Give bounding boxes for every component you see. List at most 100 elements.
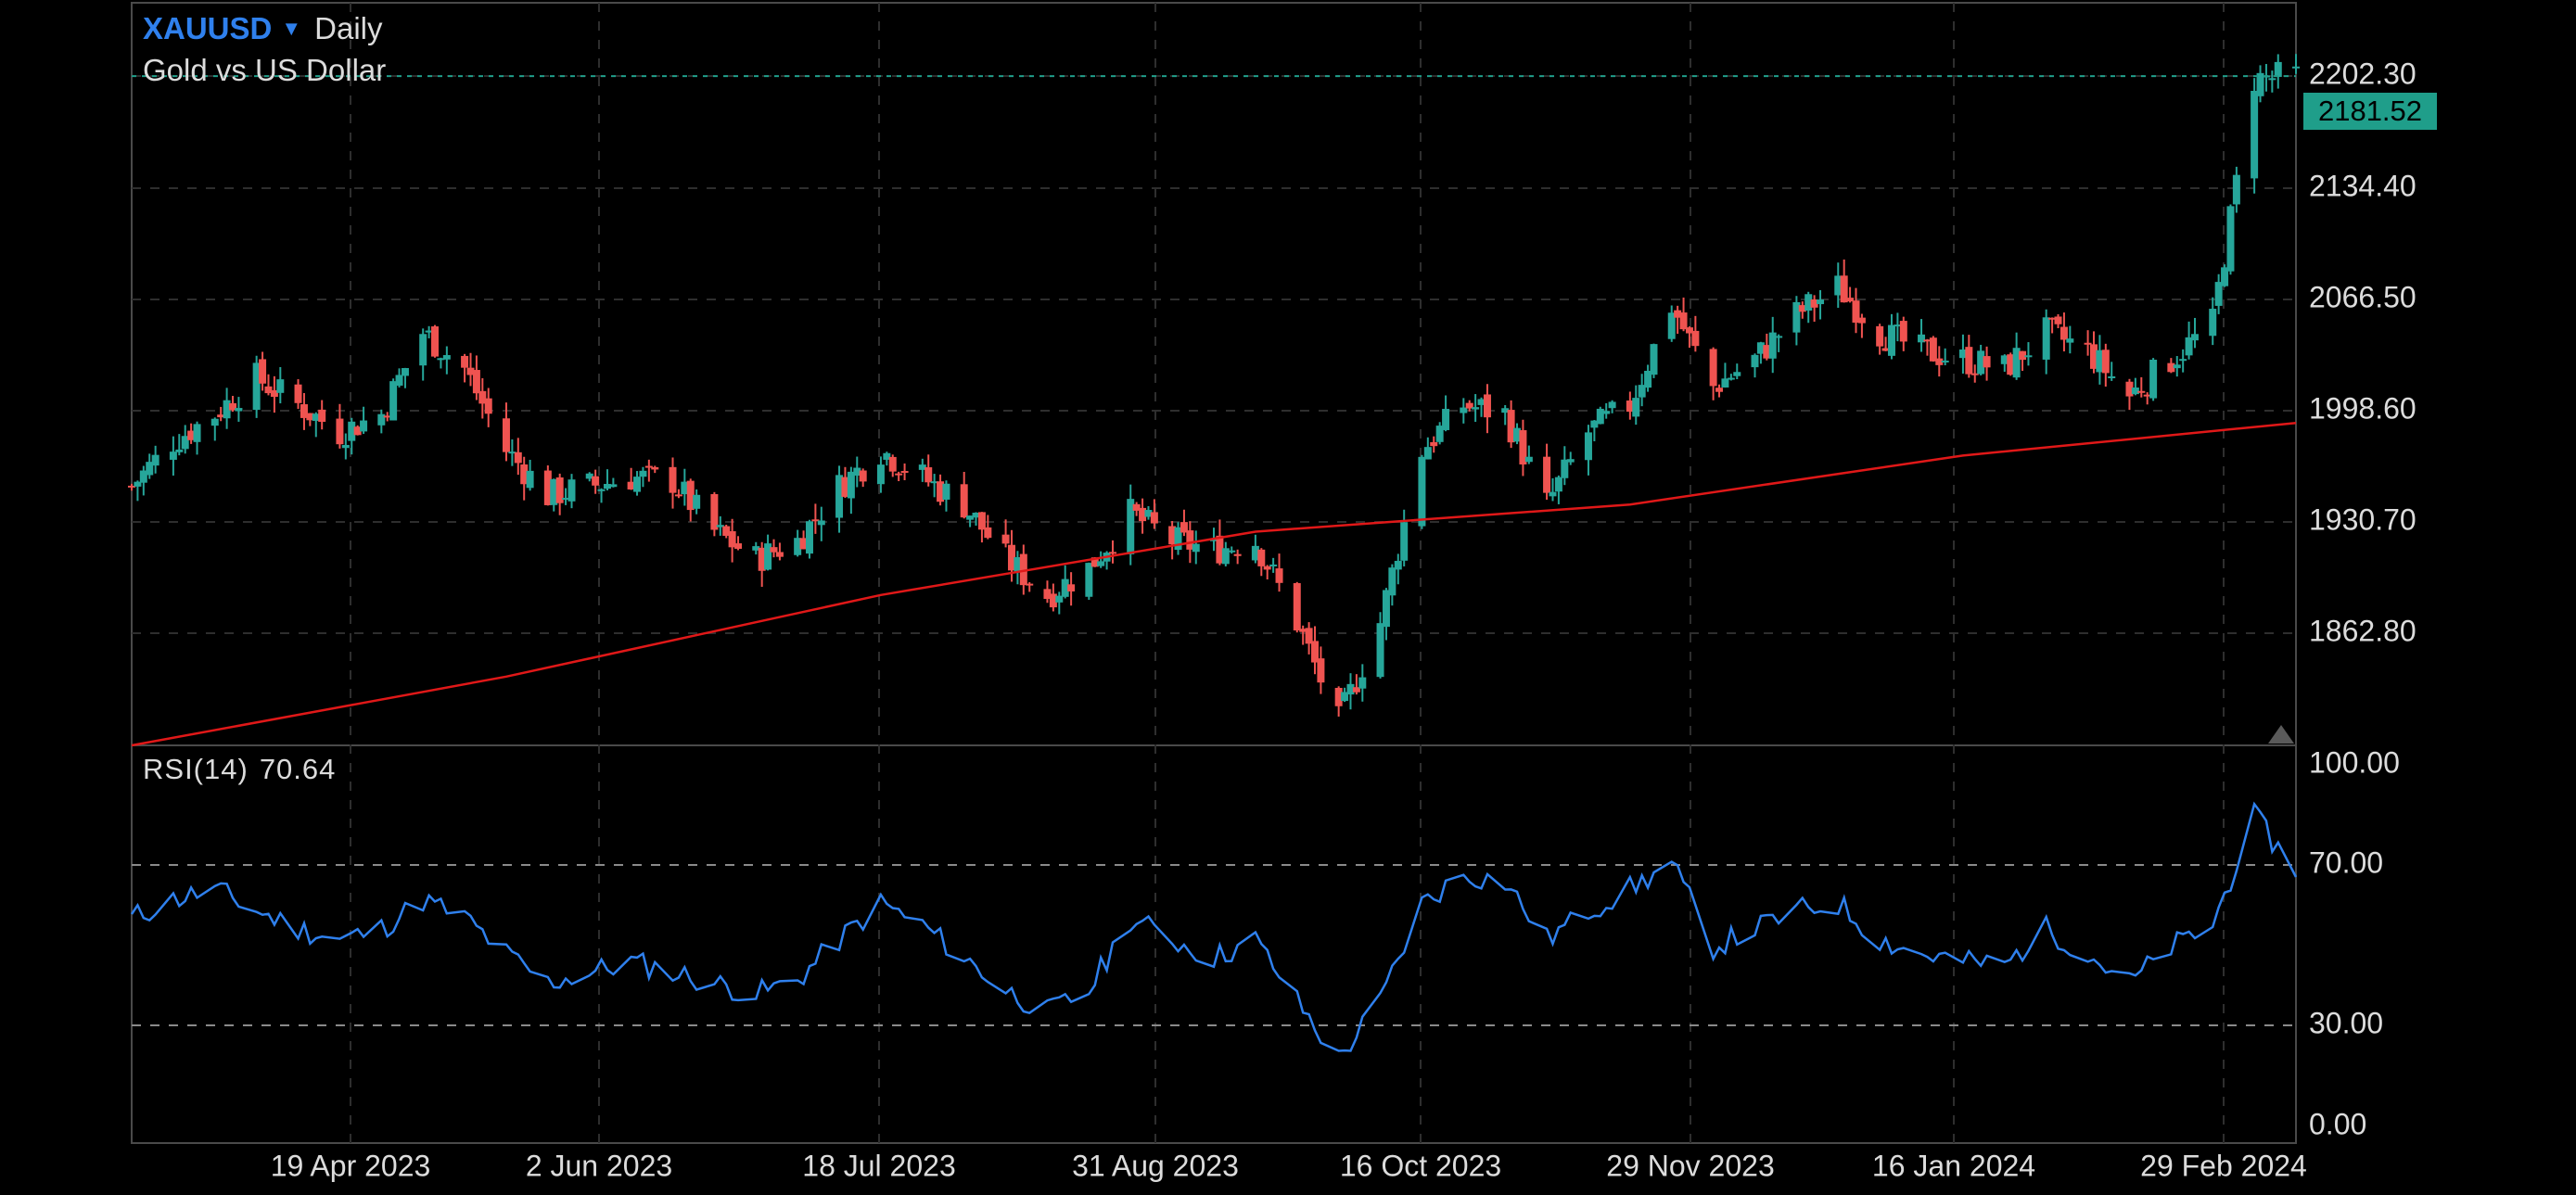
candle-down[interactable]: [1334, 687, 1343, 706]
candle-up[interactable]: [835, 475, 844, 518]
candle-up[interactable]: [2190, 334, 2199, 341]
candle-up[interactable]: [2185, 337, 2193, 356]
candle-up[interactable]: [276, 379, 285, 393]
candle-up[interactable]: [1524, 456, 1533, 463]
candle-up[interactable]: [1513, 427, 1522, 442]
candle-down[interactable]: [1216, 535, 1224, 564]
candle-down[interactable]: [2048, 317, 2057, 320]
candle-up[interactable]: [1394, 560, 1402, 570]
candle-down[interactable]: [651, 466, 659, 470]
candle-down[interactable]: [270, 389, 278, 398]
candle-up[interactable]: [2096, 350, 2104, 373]
candle-up[interactable]: [805, 521, 813, 554]
candle-up[interactable]: [1269, 564, 1278, 566]
candle-down[interactable]: [1846, 298, 1855, 302]
candle-up[interactable]: [1376, 623, 1384, 678]
candle-down[interactable]: [1810, 299, 1818, 308]
candle-up[interactable]: [1977, 350, 1985, 375]
candle-up[interactable]: [585, 473, 593, 479]
candle-down[interactable]: [1026, 583, 1034, 586]
candle-down[interactable]: [960, 484, 968, 518]
candle-down[interactable]: [841, 477, 849, 497]
candle-down[interactable]: [592, 476, 600, 486]
candle-up[interactable]: [425, 330, 433, 333]
candle-down[interactable]: [2101, 350, 2110, 374]
candle-down[interactable]: [1543, 456, 1551, 493]
candle-up[interactable]: [1418, 456, 1426, 527]
candle-down[interactable]: [1180, 522, 1188, 533]
candle-up[interactable]: [2256, 72, 2264, 96]
candle-up[interactable]: [169, 451, 177, 460]
candle-up[interactable]: [639, 470, 647, 477]
candle-down[interactable]: [1881, 348, 1890, 351]
candle-up[interactable]: [2000, 355, 2009, 364]
candle-down[interactable]: [1965, 347, 1973, 375]
candle-down[interactable]: [1709, 349, 1717, 387]
candle-down[interactable]: [294, 384, 302, 403]
candle-up[interactable]: [1055, 595, 1064, 603]
candle-up[interactable]: [134, 481, 142, 487]
candle-up[interactable]: [210, 418, 219, 426]
candle-down[interactable]: [2125, 381, 2134, 397]
candle-up[interactable]: [693, 494, 701, 509]
candle-up[interactable]: [1804, 294, 1813, 311]
candle-up[interactable]: [1941, 360, 1949, 362]
candle-down[interactable]: [264, 386, 273, 394]
candle-up[interactable]: [597, 489, 606, 491]
candle-up[interactable]: [1228, 550, 1236, 553]
candle-up[interactable]: [930, 481, 938, 484]
candle-up[interactable]: [348, 421, 356, 441]
candle-up[interactable]: [972, 513, 980, 518]
candle-down[interactable]: [502, 418, 510, 452]
candle-up[interactable]: [395, 375, 403, 386]
candle-up[interactable]: [1644, 370, 1652, 388]
candle-down[interactable]: [1168, 526, 1177, 545]
candle-down[interactable]: [514, 451, 522, 464]
candle-down[interactable]: [669, 466, 677, 493]
candle-down[interactable]: [1150, 512, 1158, 524]
candle-up[interactable]: [2209, 309, 2217, 337]
candle-up[interactable]: [2149, 360, 2158, 399]
candle-up[interactable]: [1085, 563, 1093, 597]
scroll-marker-icon[interactable]: [2268, 725, 2294, 744]
candle-down[interactable]: [1983, 356, 1991, 368]
candle-up[interactable]: [1721, 378, 1729, 388]
candle-down[interactable]: [431, 326, 440, 357]
candle-down[interactable]: [1132, 503, 1141, 511]
candle-up[interactable]: [1561, 459, 1569, 478]
candle-down[interactable]: [1626, 400, 1634, 413]
candle-down[interactable]: [627, 481, 635, 489]
candle-up[interactable]: [1775, 336, 1783, 338]
candle-down[interactable]: [2060, 326, 2068, 340]
candle-down[interactable]: [1186, 530, 1194, 550]
candle-down[interactable]: [318, 409, 326, 422]
candle-up[interactable]: [1014, 557, 1022, 572]
candle-down[interactable]: [984, 527, 992, 539]
candle-up[interactable]: [1221, 548, 1230, 565]
candle-up[interactable]: [389, 381, 398, 421]
candle-down[interactable]: [811, 519, 820, 522]
candle-up[interactable]: [1477, 399, 1486, 405]
candle-up[interactable]: [175, 449, 184, 452]
candle-down[interactable]: [1067, 584, 1076, 591]
candle-up[interactable]: [2173, 364, 2181, 369]
candle-down[interactable]: [1263, 566, 1271, 570]
candle-up[interactable]: [966, 515, 975, 520]
candle-down[interactable]: [1970, 373, 1979, 375]
candle-down[interactable]: [900, 471, 909, 474]
candle-up[interactable]: [1887, 324, 1895, 356]
candle-down[interactable]: [1507, 410, 1515, 443]
candle-up[interactable]: [1733, 372, 1741, 376]
candle-up[interactable]: [2251, 90, 2259, 179]
candle-down[interactable]: [461, 355, 469, 368]
candle-up[interactable]: [1400, 522, 1409, 561]
candle-up[interactable]: [876, 464, 885, 485]
candle-up[interactable]: [401, 368, 409, 376]
candle-down[interactable]: [710, 494, 719, 530]
candle-down[interactable]: [1275, 568, 1283, 583]
candle-up[interactable]: [1608, 401, 1616, 409]
candle-down[interactable]: [1019, 553, 1027, 586]
candle-up[interactable]: [883, 452, 891, 460]
